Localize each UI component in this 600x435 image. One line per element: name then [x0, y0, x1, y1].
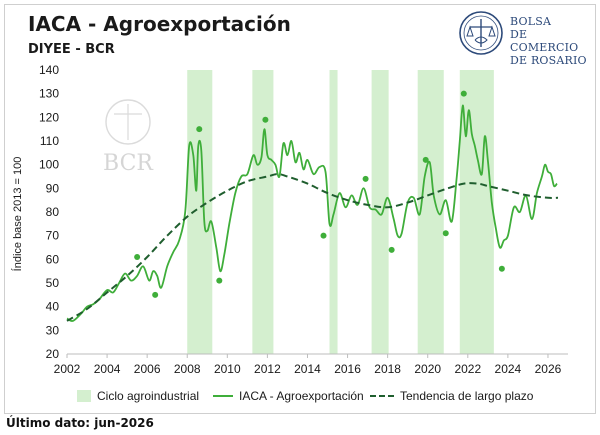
extreme-point-marker — [498, 265, 505, 272]
y-tick-label: 120 — [39, 110, 59, 124]
x-tick-label: 2012 — [254, 362, 281, 376]
brand-logo: BOLSA DE COMERCIO DE ROSARIO — [458, 10, 588, 67]
x-tick-label: 2018 — [374, 362, 401, 376]
cycle-band — [417, 70, 444, 354]
watermark: BCR — [103, 99, 154, 176]
y-tick-label: 100 — [39, 158, 59, 172]
cycle-band — [252, 70, 274, 354]
y-tick-label: 40 — [46, 300, 60, 314]
legend-swatch-cycle — [77, 390, 91, 402]
extreme-point-marker — [216, 277, 223, 284]
extreme-point-marker — [422, 156, 429, 163]
x-tick-label: 2002 — [54, 362, 81, 376]
iaca-line — [66, 104, 558, 322]
extreme-point-marker — [388, 246, 395, 253]
trend-line — [66, 173, 559, 322]
y-tick-label: 60 — [46, 252, 60, 266]
x-tick-label: 2008 — [174, 362, 201, 376]
cycle-band — [371, 70, 389, 354]
y-tick-label: 50 — [46, 276, 60, 290]
watermark-emblem-icon — [105, 99, 151, 145]
cycle-bands — [187, 70, 494, 354]
x-tick-label: 2022 — [454, 362, 481, 376]
x-tick-label: 2016 — [334, 362, 361, 376]
chart-subtitle: DIYEE - BCR — [28, 42, 115, 57]
legend-label-iaca: IACA - Agroexportación — [239, 389, 364, 403]
y-tick-label: 30 — [46, 323, 60, 337]
y-tick-label: 90 — [46, 181, 60, 195]
last-data-note: Último dato: jun-2026 — [6, 416, 154, 430]
extreme-point-marker — [460, 90, 467, 97]
x-tick-label: 2026 — [535, 362, 562, 376]
extreme-point-marker — [320, 232, 327, 239]
extreme-point-marker — [442, 230, 449, 237]
legend-label-trend: Tendencia de largo plazo — [400, 389, 534, 403]
y-axis-label: Índice base 2013 = 100 — [11, 157, 24, 272]
bcr-emblem-icon — [459, 11, 503, 55]
chart-frame — [4, 4, 596, 414]
cycle-band — [187, 70, 213, 354]
series-layer — [66, 90, 559, 322]
watermark-text: BCR — [103, 151, 154, 176]
extreme-point-marker — [362, 175, 369, 182]
brand-line: BOLSA — [510, 15, 552, 28]
x-tick-label: 2014 — [294, 362, 321, 376]
x-tick-label: 2010 — [214, 362, 241, 376]
y-tick-label: 140 — [39, 63, 59, 77]
y-tick-label: 70 — [46, 229, 60, 243]
legend-label-cycle: Ciclo agroindustrial — [97, 389, 199, 403]
x-tick-label: 2004 — [94, 362, 121, 376]
brand-name: BOLSA DE COMERCIO DE ROSARIO — [510, 15, 588, 67]
extreme-point-marker — [134, 253, 141, 260]
x-tick-label: 2020 — [414, 362, 441, 376]
legend: Ciclo agroindustrial IACA - Agroexportaci… — [77, 389, 534, 403]
x-tick-label: 2006 — [134, 362, 161, 376]
y-tick-label: 80 — [46, 205, 60, 219]
brand-line: DE ROSARIO — [510, 54, 587, 67]
axes: 20 30 40 50 60 70 80 90 100 110 120 130 140 2002 2004 2… — [39, 63, 568, 376]
cycle-band — [459, 70, 494, 354]
extreme-point-marker — [196, 126, 203, 133]
extreme-point-marker — [152, 291, 159, 298]
y-tick-label: 20 — [46, 347, 60, 361]
brand-line: DE COMERCIO — [510, 28, 579, 54]
y-tick-label: 130 — [39, 87, 59, 101]
x-tick-label: 2024 — [495, 362, 522, 376]
y-tick-label: 110 — [40, 134, 59, 148]
extreme-point-marker — [262, 116, 269, 123]
chart-title: IACA - Agroexportación — [28, 12, 291, 36]
